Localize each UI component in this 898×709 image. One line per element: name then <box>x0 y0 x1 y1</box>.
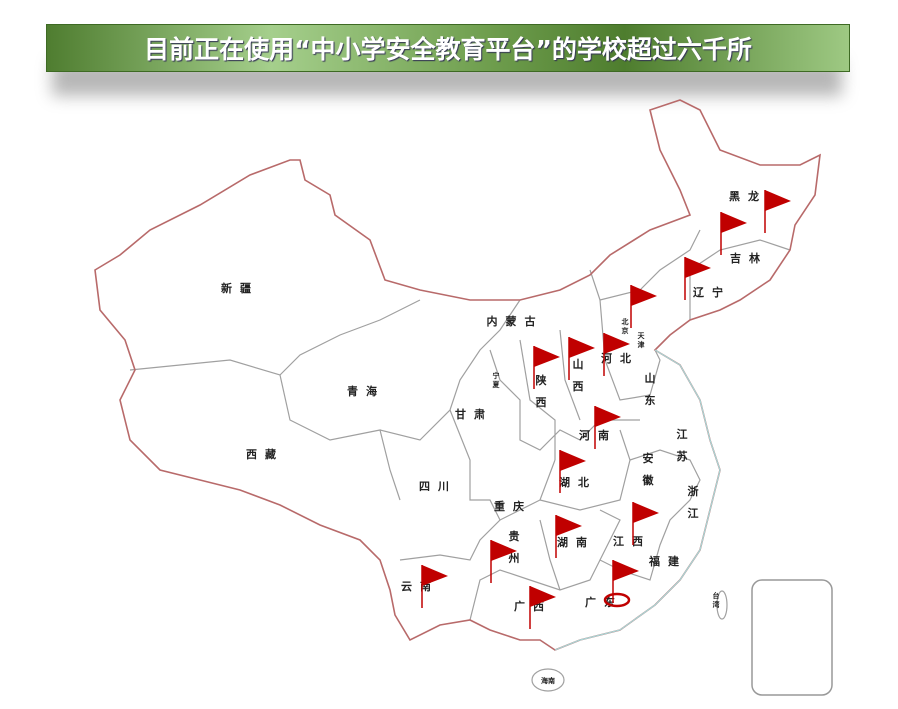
province-label: 青海 <box>347 384 385 398</box>
flag-icon <box>630 285 657 328</box>
province-label: 河北 <box>601 351 639 365</box>
province-label: 广东 <box>585 595 623 609</box>
province-label: 陕西 <box>536 373 547 409</box>
province-label: 湖南 <box>557 535 595 549</box>
south-china-sea-inset <box>751 579 833 696</box>
flag-icon <box>603 333 630 376</box>
page-title: 目前正在使用“中小学安全教育平台”的学校超过六千所 <box>144 35 752 64</box>
province-label: 天津 <box>638 331 646 349</box>
province-label: 黑龙 <box>729 189 767 203</box>
province-label: 山东 <box>645 371 656 407</box>
province-label: 福建 <box>648 554 687 568</box>
flag-icon <box>632 502 659 545</box>
flag-icon <box>490 540 517 583</box>
coastline <box>554 349 721 651</box>
province-label: 北京 <box>622 317 629 335</box>
province-label: 吉林 <box>730 251 768 265</box>
province-label: 江西 <box>613 534 651 548</box>
province-label: 甘肃 <box>455 407 493 421</box>
province-label: 新疆 <box>221 281 259 295</box>
province-label: 海南 <box>541 676 555 685</box>
taiwan-island <box>716 590 728 620</box>
province-label: 湖北 <box>559 475 597 489</box>
hainan-island <box>531 668 565 692</box>
title-banner: 目前正在使用“中小学安全教育平台”的学校超过六千所 <box>46 24 850 72</box>
flag-icon <box>684 257 711 300</box>
province-label: 四川 <box>419 480 457 493</box>
province-label: 内蒙古 <box>487 314 544 328</box>
province-label: 河南 <box>579 428 617 442</box>
province-label: 贵州 <box>508 529 520 565</box>
province-label: 西藏 <box>246 447 284 461</box>
china-outline <box>94 99 821 651</box>
province-label: 重庆 <box>494 499 532 513</box>
province-label: 安徽 <box>642 451 655 487</box>
province-label: 台湾 <box>713 591 720 609</box>
province-label: 辽宁 <box>693 285 731 299</box>
flag-icon <box>555 515 582 558</box>
target-ring <box>603 592 631 608</box>
flag-icon <box>529 586 556 629</box>
flag-icon <box>533 346 560 389</box>
flags <box>421 190 791 629</box>
province-label: 山西 <box>573 357 584 393</box>
flag-icon <box>568 337 595 380</box>
flag-icon <box>720 212 747 255</box>
flag-icon <box>612 560 639 603</box>
flag-icon <box>559 450 586 493</box>
flag-icon <box>594 406 621 449</box>
province-label: 浙江 <box>688 484 699 520</box>
province-label: 江苏 <box>677 427 688 463</box>
province-label: 宁夏 <box>492 371 501 389</box>
flag-icon <box>764 190 791 233</box>
flag-icon <box>421 565 448 608</box>
